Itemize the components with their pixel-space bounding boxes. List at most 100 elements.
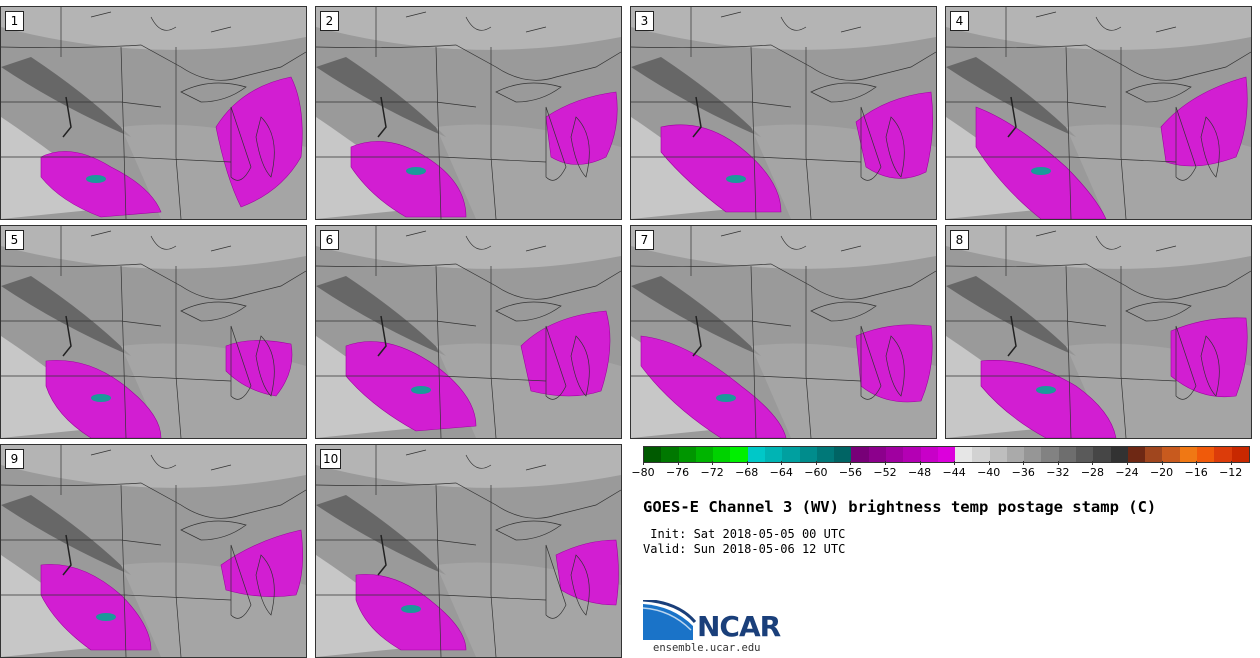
coldest-core <box>716 394 736 402</box>
colorbar-tick-label: −32 <box>1046 466 1070 479</box>
cold-cloud-top <box>975 106 1107 219</box>
cold-cloud-top <box>225 340 293 397</box>
great-lakes <box>180 301 275 400</box>
cold-cloud-top <box>660 124 782 213</box>
great-lakes <box>1125 301 1220 400</box>
moisture-band <box>631 226 936 269</box>
colorbar-tick-label: −64 <box>769 466 793 479</box>
river-line <box>692 315 702 357</box>
colorbar-swatch <box>661 447 679 462</box>
colorbar-swatch <box>937 447 956 462</box>
colorbar-swatch <box>972 447 990 462</box>
great-lakes <box>495 520 590 619</box>
moisture-band <box>316 7 621 50</box>
panel-label: 6 <box>320 230 339 250</box>
great-lakes <box>1125 82 1220 181</box>
coastline <box>1035 11 1177 33</box>
border-line <box>1 482 306 519</box>
border-line <box>946 44 1251 81</box>
river-line <box>377 534 387 576</box>
colorbar-tick-label: −24 <box>1115 466 1139 479</box>
moisture-band <box>1 7 306 50</box>
coldest-core <box>1036 386 1056 394</box>
colorbar-tick-label: −68 <box>735 466 759 479</box>
cold-cloud-top <box>855 91 933 179</box>
cold-cloud-top <box>40 151 162 218</box>
colorbar-tick-mark <box>885 461 886 465</box>
cold-cloud-top <box>345 341 477 432</box>
coldest-core <box>96 613 116 621</box>
colorbar-tick-label: −76 <box>665 466 690 479</box>
colorbar-tick-mark <box>1161 461 1163 465</box>
colorbar-tick-label: −44 <box>942 466 966 479</box>
colorbar-tick-label: −12 <box>1219 466 1243 479</box>
colorbar-tick-label: −40 <box>977 466 1001 479</box>
colorbar-swatch <box>1041 447 1059 462</box>
cold-cloud-top <box>640 335 787 438</box>
colorbar-tick-label: −56 <box>838 466 863 479</box>
valid-time: Valid: Sun 2018-05-06 12 UTC <box>643 542 846 556</box>
border-line <box>1 44 306 81</box>
colorbar-swatch <box>1093 447 1111 462</box>
moisture-band <box>946 7 1251 50</box>
state-borders <box>1 445 232 657</box>
colorbar-swatch <box>1076 447 1094 462</box>
figure-title: GOES-E Channel 3 (WV) brightness temp po… <box>643 498 1157 516</box>
colorbar-tick-label: −36 <box>1011 466 1035 479</box>
colorbar-swatch <box>678 447 696 462</box>
wv-map <box>316 7 621 219</box>
colorbar-swatch <box>955 447 973 462</box>
cold-cloud-top <box>1170 317 1248 398</box>
colorbar-swatch <box>782 447 800 462</box>
moisture-band <box>946 226 1251 269</box>
wv-map <box>1 445 306 657</box>
cold-cloud-top <box>555 539 619 606</box>
state-borders <box>631 7 862 219</box>
panel-label: 8 <box>950 230 969 250</box>
border-line <box>316 263 621 300</box>
coldest-core <box>91 394 111 402</box>
logo-text: NCAR <box>697 610 781 643</box>
state-borders <box>316 445 547 657</box>
colorbar-swatch <box>695 447 714 462</box>
colorbar-tick-mark <box>919 461 921 465</box>
great-lakes <box>495 82 590 181</box>
wv-map <box>946 226 1251 438</box>
colorbar-tick-mark <box>643 461 644 465</box>
coldest-core <box>86 175 106 183</box>
river-line <box>692 96 702 138</box>
coastline <box>405 449 547 471</box>
wv-map <box>631 7 936 219</box>
panel-label: 5 <box>5 230 24 250</box>
river-line <box>1007 315 1017 357</box>
panel-label: 4 <box>950 11 969 31</box>
river-line <box>62 96 72 138</box>
ensemble-member-panel: 3 <box>630 6 937 220</box>
coldest-core <box>401 605 421 613</box>
moisture-band <box>1 226 306 269</box>
panel-label: 9 <box>5 449 24 469</box>
state-borders <box>1 7 232 219</box>
colorbar-swatch <box>1127 447 1146 462</box>
great-lakes <box>495 301 590 400</box>
colorbar-swatch <box>730 447 748 462</box>
coastline <box>90 230 232 252</box>
cold-cloud-top <box>520 310 611 397</box>
colorbar-tick-mark <box>850 461 852 465</box>
colorbar-swatch <box>1231 447 1249 462</box>
border-line <box>631 263 936 300</box>
border-line <box>946 263 1251 300</box>
colorbar-swatch <box>764 447 783 462</box>
colorbar-swatch <box>1058 447 1077 462</box>
cold-cloud-top <box>350 141 467 218</box>
coastline <box>720 230 862 252</box>
colorbar-swatch <box>747 447 765 462</box>
colorbar-swatch <box>1145 447 1163 462</box>
colorbar-swatch <box>920 447 938 462</box>
colorbar-tick-mark <box>954 461 956 465</box>
colorbar-tick-mark <box>1196 461 1198 465</box>
river-line <box>62 534 72 576</box>
wv-map <box>316 226 621 438</box>
colorbar-swatch <box>799 447 817 462</box>
panel-label: 10 <box>320 449 342 469</box>
